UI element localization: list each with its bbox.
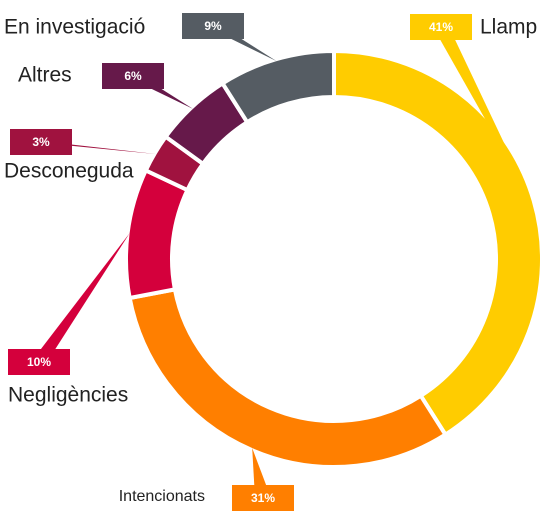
value-label-box [182, 13, 244, 39]
category-label: Intencionats [119, 488, 205, 505]
value-label-box [10, 129, 72, 155]
donut-segment [332, 48, 544, 438]
value-label-box [8, 349, 70, 375]
callout-pointer [205, 26, 277, 62]
value-label: 3% [32, 135, 50, 149]
value-label-box [232, 485, 294, 511]
value-label: 9% [204, 19, 222, 33]
category-label: En investigació [4, 16, 145, 39]
value-label: 10% [27, 355, 51, 369]
donut-segment [127, 287, 449, 469]
category-label: Altres [18, 64, 72, 87]
callout-pointer [433, 27, 532, 202]
callout-pointer [31, 233, 130, 362]
value-label-box [102, 63, 164, 89]
donut-segment [219, 48, 336, 125]
value-label: 31% [251, 491, 275, 505]
value-label: 6% [124, 69, 142, 83]
value-label-box [410, 14, 472, 40]
category-label: Desconeguda [4, 160, 134, 183]
value-label: 41% [429, 20, 453, 34]
donut-segment [124, 167, 191, 301]
category-label: Llamp [480, 16, 537, 39]
category-label: Negligències [8, 384, 128, 407]
